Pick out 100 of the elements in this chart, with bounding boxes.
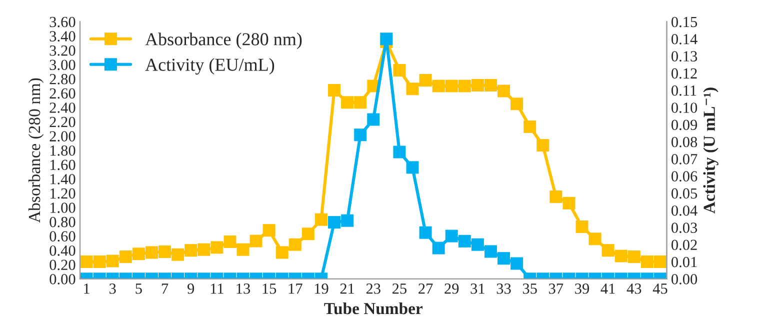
y2-tick-label: 0.13 xyxy=(672,51,698,62)
point xyxy=(393,64,406,77)
point xyxy=(145,246,158,259)
point xyxy=(132,248,145,260)
x-tick-label: 25 xyxy=(392,284,406,294)
y2-tick-label: 0.15 xyxy=(672,16,698,28)
point xyxy=(250,234,262,248)
x-tick-label: 23 xyxy=(366,284,380,294)
point xyxy=(640,255,654,268)
y-tick-label: 0.80 xyxy=(50,216,76,228)
x-tick-label: 15 xyxy=(262,284,276,294)
x-tick-label: 3 xyxy=(110,284,116,294)
x-axis-title: Tube Number xyxy=(324,302,422,314)
point xyxy=(354,96,367,109)
point xyxy=(432,80,445,92)
x-tick-label: 13 xyxy=(236,284,250,294)
point xyxy=(602,244,614,257)
x-tick-label: 37 xyxy=(549,284,564,294)
point xyxy=(236,243,250,256)
y-tick-label: 3.40 xyxy=(50,31,76,42)
x-tick-label: 17 xyxy=(288,284,302,294)
point xyxy=(484,79,497,92)
y-tick-label: 2.00 xyxy=(50,131,76,142)
y2-tick-label: 0.11 xyxy=(672,85,696,96)
y-tick-label: 2.40 xyxy=(50,102,76,113)
y-tick-label: 1.60 xyxy=(50,160,76,170)
point xyxy=(588,232,602,246)
y-tick-label: 2.20 xyxy=(50,116,76,128)
point xyxy=(367,113,380,126)
point xyxy=(80,255,93,268)
y2-tick-label: 0.12 xyxy=(672,68,697,79)
y2-tick-label: 0.04 xyxy=(672,205,698,216)
y-tick-label: 3.60 xyxy=(50,16,76,28)
y-tick-label: 1.40 xyxy=(50,174,76,184)
y2-tick-label: 0.09 xyxy=(672,120,698,130)
point xyxy=(498,84,510,98)
x-tick-label: 43 xyxy=(626,284,642,294)
point xyxy=(302,228,314,240)
point xyxy=(562,196,576,210)
point xyxy=(158,245,172,258)
point xyxy=(471,79,484,92)
y2-tick-label: 0.10 xyxy=(672,102,698,113)
y2-tick-label: 0.14 xyxy=(672,34,698,44)
point xyxy=(406,161,419,174)
y-tick-label: 3.00 xyxy=(50,60,76,70)
point xyxy=(172,248,184,261)
y2-tick-label: 0.02 xyxy=(672,240,697,250)
point xyxy=(458,80,471,92)
x-tick-label: 11 xyxy=(210,284,224,294)
point xyxy=(210,241,224,254)
y-tick-label: 0.60 xyxy=(50,231,76,242)
point xyxy=(184,244,198,257)
y-tick-label: 2.80 xyxy=(50,74,76,84)
x-tick-label: 1 xyxy=(84,284,90,294)
x-tick-label: 9 xyxy=(188,284,194,294)
point xyxy=(328,84,341,97)
point xyxy=(106,254,119,268)
x-tick-label: 31 xyxy=(470,284,484,294)
y-tick-label: 1.80 xyxy=(50,145,76,156)
point xyxy=(445,80,458,92)
x-tick-label: 19 xyxy=(314,284,328,294)
y-tick-label: 2.60 xyxy=(50,88,76,99)
x-tick-label: 27 xyxy=(418,284,433,294)
y-tick-label: 0.20 xyxy=(50,260,76,270)
x-tick-label: 21 xyxy=(340,284,354,294)
y-tick-label: 0.40 xyxy=(50,245,76,256)
legend-label: Activity (EU/mL) xyxy=(145,58,274,75)
point xyxy=(314,213,328,226)
x-tick-label: 41 xyxy=(600,284,615,294)
point xyxy=(536,139,550,152)
y-axis-title: Absorbance (280 nm) xyxy=(28,78,44,223)
point xyxy=(119,250,132,263)
y2-tick-label: 0.08 xyxy=(672,136,698,148)
point xyxy=(406,82,419,96)
point xyxy=(393,146,406,158)
y2-axis-title: Activity (U mL⁻¹) xyxy=(703,88,718,214)
point xyxy=(550,190,562,203)
point xyxy=(288,238,302,251)
point xyxy=(654,255,666,268)
y2-tick-label: 0.00 xyxy=(672,274,698,284)
x-tick-label: 35 xyxy=(522,284,537,294)
x-tick-label: 33 xyxy=(496,284,511,294)
x-tick-label: 5 xyxy=(136,284,142,294)
point xyxy=(262,224,276,237)
legend-label: Absorbance (280 nm) xyxy=(145,32,302,50)
point xyxy=(419,74,432,87)
x-tick-label: 39 xyxy=(575,284,590,294)
point xyxy=(510,98,524,110)
point xyxy=(576,220,588,233)
point xyxy=(198,243,210,256)
y-tick-label: 1.20 xyxy=(50,188,76,199)
y2-tick-label: 0.01 xyxy=(672,256,697,268)
y2-tick-label: 0.03 xyxy=(672,222,698,233)
y-tick-label: 1.00 xyxy=(50,202,76,213)
point xyxy=(93,255,106,268)
point xyxy=(614,250,628,262)
y2-tick-label: 0.05 xyxy=(672,188,698,199)
x-tick-label: 29 xyxy=(444,284,459,294)
y2-tick-label: 0.06 xyxy=(672,171,698,182)
point xyxy=(341,96,354,109)
